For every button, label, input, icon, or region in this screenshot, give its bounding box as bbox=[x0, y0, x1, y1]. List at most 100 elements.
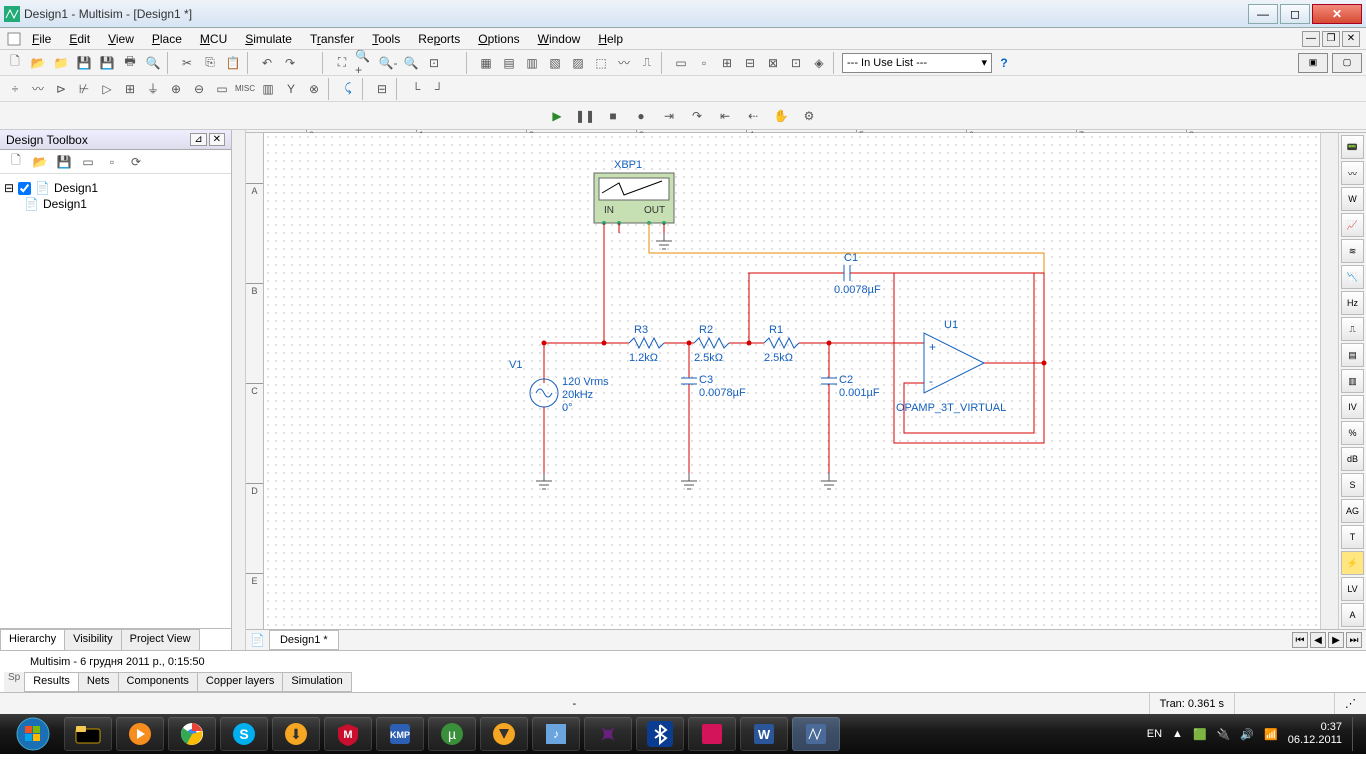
paste-icon[interactable]: 📋 bbox=[222, 52, 244, 74]
inst-iv-icon[interactable]: IV bbox=[1341, 395, 1364, 419]
inst-lc-icon[interactable]: ▥ bbox=[1341, 369, 1364, 393]
task-wmp[interactable] bbox=[116, 717, 164, 751]
sb-open-icon[interactable]: 📂 bbox=[30, 152, 50, 172]
pause-button[interactable]: ❚❚ bbox=[573, 104, 597, 128]
breakpoint-icon[interactable]: ✋ bbox=[769, 104, 793, 128]
tray-up-icon[interactable]: ▲ bbox=[1172, 728, 1183, 740]
tb-h[interactable]: ⎍ bbox=[636, 52, 658, 74]
opamp-block[interactable] bbox=[894, 273, 1044, 443]
sb-t3-icon[interactable]: ⟳ bbox=[126, 152, 146, 172]
tb-o[interactable]: ◈ bbox=[808, 52, 830, 74]
place-hier-icon[interactable]: └ bbox=[405, 78, 427, 100]
tb-g[interactable]: 〰 bbox=[613, 52, 635, 74]
menu-file[interactable]: File bbox=[24, 30, 59, 48]
menu-window[interactable]: Window bbox=[530, 30, 589, 48]
place-i-icon[interactable]: ⊖ bbox=[188, 78, 210, 100]
tb-l[interactable]: ⊟ bbox=[739, 52, 761, 74]
inst-probe-icon[interactable]: ⚡ bbox=[1341, 551, 1364, 575]
inst-dist-icon[interactable]: % bbox=[1341, 421, 1364, 445]
scroll-last-icon[interactable]: ⏭ bbox=[1346, 632, 1362, 648]
tray-vol-icon[interactable]: 🔊 bbox=[1240, 728, 1254, 741]
undo-icon[interactable]: ↶ bbox=[256, 52, 278, 74]
place-ic-icon[interactable]: ⊞ bbox=[119, 78, 141, 100]
cut-icon[interactable]: ✂ bbox=[176, 52, 198, 74]
sidebar-close-icon[interactable]: ✕ bbox=[209, 133, 225, 146]
tb-a[interactable]: ▦ bbox=[475, 52, 497, 74]
task-aimp[interactable] bbox=[480, 717, 528, 751]
inst-osc-icon[interactable]: 📈 bbox=[1341, 213, 1364, 237]
task-utorrent[interactable]: µ bbox=[428, 717, 476, 751]
tb-m[interactable]: ⊠ bbox=[762, 52, 784, 74]
place-n-icon[interactable]: ⊗ bbox=[303, 78, 325, 100]
task-multisim[interactable] bbox=[792, 717, 840, 751]
vertical-scrollbar[interactable] bbox=[1320, 133, 1338, 629]
expand-icon[interactable]: ⊟ bbox=[4, 181, 14, 195]
tab-results[interactable]: Results bbox=[24, 672, 79, 692]
menu-help[interactable]: Help bbox=[590, 30, 631, 48]
inst-cur-icon[interactable]: A bbox=[1341, 603, 1364, 627]
tb-k[interactable]: ⊞ bbox=[716, 52, 738, 74]
tb-b[interactable]: ▤ bbox=[498, 52, 520, 74]
tab-visibility[interactable]: Visibility bbox=[64, 629, 122, 650]
record-button[interactable]: ● bbox=[629, 104, 653, 128]
place-k-icon[interactable]: MISC bbox=[234, 78, 256, 100]
step-out-icon[interactable]: ⇤ bbox=[713, 104, 737, 128]
spreadsheet-handle[interactable]: Sp bbox=[4, 672, 24, 692]
show-desktop[interactable] bbox=[1352, 717, 1360, 751]
schematic-canvas[interactable]: XBP1 IN OUT R3 bbox=[264, 133, 1320, 629]
inst-sa-icon[interactable]: dB bbox=[1341, 447, 1364, 471]
tab-hierarchy[interactable]: Hierarchy bbox=[0, 629, 65, 650]
step-back-icon[interactable]: ⇠ bbox=[741, 104, 765, 128]
place-l-icon[interactable]: ▥ bbox=[257, 78, 279, 100]
inst-fg-icon[interactable]: 〰 bbox=[1341, 161, 1364, 185]
stop-button[interactable]: ■ bbox=[601, 104, 625, 128]
inst-lv-icon[interactable]: LV bbox=[1341, 577, 1364, 601]
scroll-next-icon[interactable]: ▶ bbox=[1328, 632, 1344, 648]
place-h-icon[interactable]: ⊕ bbox=[165, 78, 187, 100]
tb-c[interactable]: ▥ bbox=[521, 52, 543, 74]
zoomout-icon[interactable]: 🔍- bbox=[377, 52, 399, 74]
task-vs[interactable] bbox=[584, 717, 632, 751]
menu-reports[interactable]: Reports bbox=[410, 30, 468, 48]
menu-place[interactable]: Place bbox=[144, 30, 190, 48]
tb-e[interactable]: ▨ bbox=[567, 52, 589, 74]
inst-la-icon[interactable]: ▤ bbox=[1341, 343, 1364, 367]
preview-icon[interactable]: 🔍 bbox=[142, 52, 164, 74]
save-icon[interactable]: 💾 bbox=[73, 52, 95, 74]
run-button[interactable]: ▶ bbox=[545, 104, 569, 128]
tb-n[interactable]: ⊡ bbox=[785, 52, 807, 74]
sidebar-pin-icon[interactable]: ⊿ bbox=[190, 133, 206, 146]
menu-tools[interactable]: Tools bbox=[364, 30, 408, 48]
menu-edit[interactable]: Edit bbox=[61, 30, 98, 48]
inst-watt-icon[interactable]: W bbox=[1341, 187, 1364, 211]
switch-off[interactable]: ▢ bbox=[1332, 53, 1362, 73]
inst-wg-icon[interactable]: ⎍ bbox=[1341, 317, 1364, 341]
tb-j[interactable]: ▫ bbox=[693, 52, 715, 74]
mdi-restore[interactable]: ❐ bbox=[1322, 31, 1340, 47]
zoomin-icon[interactable]: 🔍+ bbox=[354, 52, 376, 74]
inst-bode-icon[interactable]: 📉 bbox=[1341, 265, 1364, 289]
open2-icon[interactable]: 📁 bbox=[50, 52, 72, 74]
task-skype[interactable]: S bbox=[220, 717, 268, 751]
place-bus-icon[interactable]: ⊟ bbox=[371, 78, 393, 100]
place-trans-icon[interactable]: ⊬ bbox=[73, 78, 95, 100]
inst-na-icon[interactable]: S bbox=[1341, 473, 1364, 497]
tray-flag-icon[interactable]: 🟩 bbox=[1193, 728, 1207, 741]
redo-icon[interactable]: ↷ bbox=[279, 52, 301, 74]
document-tab[interactable]: Design1 * bbox=[269, 630, 339, 650]
use-list-dropdown[interactable]: --- In Use List ---▾ bbox=[842, 53, 992, 73]
inst-ag-icon[interactable]: AG bbox=[1341, 499, 1364, 523]
copy-icon[interactable]: ⎘ bbox=[199, 52, 221, 74]
inst-4ch-icon[interactable]: ≋ bbox=[1341, 239, 1364, 263]
place-g-icon[interactable]: ⏚ bbox=[142, 78, 164, 100]
zoomfit-icon[interactable]: ⊡ bbox=[423, 52, 445, 74]
tree-checkbox[interactable] bbox=[18, 182, 31, 195]
step-over-icon[interactable]: ↷ bbox=[685, 104, 709, 128]
task-mcafee[interactable]: M bbox=[324, 717, 372, 751]
menu-transfer[interactable]: Transfer bbox=[302, 30, 362, 48]
minimize-button[interactable]: — bbox=[1248, 4, 1278, 24]
tab-copper[interactable]: Copper layers bbox=[197, 672, 283, 692]
menu-options[interactable]: Options bbox=[470, 30, 527, 48]
task-explorer[interactable] bbox=[64, 717, 112, 751]
tab-nets[interactable]: Nets bbox=[78, 672, 119, 692]
